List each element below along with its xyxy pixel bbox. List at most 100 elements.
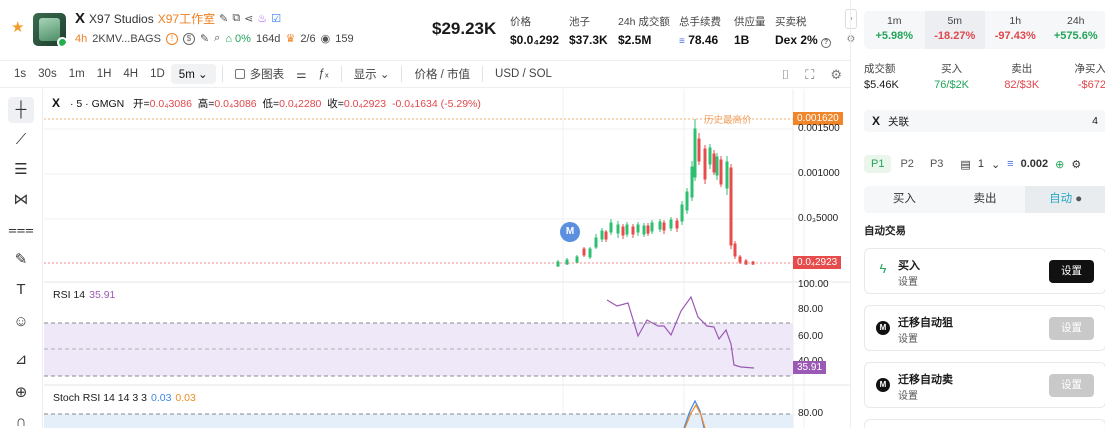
auto-trade-heading: 自动交易: [864, 225, 906, 237]
stat-pool: 池子 $37.3K: [569, 16, 608, 47]
eye-icon: ◉: [320, 33, 331, 45]
chevron-down-icon: ⌄: [379, 69, 390, 81]
ath-label: 历史最高价: [704, 115, 752, 126]
rsi-tick: 100.00: [798, 279, 829, 290]
deposit-icon[interactable]: ⊕: [1055, 158, 1065, 171]
associated-row[interactable]: X 关联 4: [864, 110, 1105, 132]
rsi-tick: 60.00: [798, 331, 824, 342]
balance: 0.002: [1020, 158, 1049, 170]
ruler-icon[interactable]: ⊿: [14, 351, 28, 368]
price-tick: 0.001500: [798, 123, 840, 134]
auto-buy-card: ϟ 买入 设置 设置: [864, 248, 1105, 294]
text-icon[interactable]: T: [16, 281, 26, 298]
edit-icon[interactable]: ✎: [219, 13, 229, 25]
ath-price-tag: 0.001620: [793, 112, 843, 125]
preset-p3[interactable]: P3: [929, 158, 944, 170]
preset-selector: P1 P2 P3 ▤ 1 ⌄ ≡ 0.002 ⊕ ⚙: [864, 153, 1105, 175]
token-address[interactable]: 2KMV...BAGS: [92, 32, 161, 45]
rsi-tick: 80.00: [798, 304, 824, 315]
migration-sell-settings-button[interactable]: 设置: [1049, 374, 1094, 397]
fee-token-icon: ≡: [679, 36, 685, 47]
preset-p1[interactable]: P1: [864, 155, 892, 173]
magnet-icon[interactable]: ∩: [15, 413, 27, 428]
search-icon[interactable]: ⌕: [214, 32, 221, 44]
horizontal-lines-icon[interactable]: ☰: [14, 161, 28, 178]
interval-4h[interactable]: 4H: [123, 68, 139, 80]
preset-settings-icon[interactable]: ⚙: [1071, 158, 1082, 171]
volume-summary: 成交额 $5.46K 买入 76/$2K 卖出 82/$3K 净买入 -$672: [864, 61, 1105, 91]
settings-gear-icon[interactable]: ⚙: [846, 34, 856, 45]
crown-icon: ♛: [285, 33, 296, 45]
migration-icon: M: [875, 318, 891, 335]
display-dropdown[interactable]: 显示 ⌄: [353, 69, 390, 81]
tf-5m[interactable]: 5m -18.27%: [924, 11, 985, 49]
chevron-down-icon: ⌄: [197, 69, 208, 81]
coin-icon: $: [182, 32, 195, 45]
emoji-icon[interactable]: ☺: [13, 313, 29, 330]
tf-1m[interactable]: 1m +5.98%: [875, 15, 914, 42]
help-icon[interactable]: ?: [821, 38, 832, 48]
stoch-tick: 80.00: [798, 408, 824, 419]
lightning-icon: ϟ: [879, 261, 887, 276]
ohlc-legend: X · 5 · GMGN 开=0.0₄3086 高=0.0₄3086 低=0.0₄…: [52, 96, 481, 110]
candles-group: [556, 119, 755, 267]
price-mcap-toggle[interactable]: 价格 / 市值: [414, 69, 471, 81]
indicators-icon[interactable]: ⚌: [296, 69, 307, 81]
crosshair-icon[interactable]: ┼: [8, 97, 34, 123]
pattern-icon[interactable]: ⋈: [13, 191, 29, 208]
tab-buy[interactable]: 买入: [892, 193, 916, 205]
edit-square-icon[interactable]: ✎: [199, 33, 210, 45]
token-symbol: X: [75, 10, 86, 27]
camera-icon[interactable]: ⌷: [781, 67, 790, 82]
trend-line-icon[interactable]: ⟋: [15, 131, 27, 148]
token-avatar: [33, 13, 66, 46]
fib-icon[interactable]: ⩶: [8, 221, 34, 238]
fullscreen-icon[interactable]: ⛶: [805, 67, 815, 82]
tf-1h[interactable]: 1h -97.43%: [994, 15, 1036, 42]
stat-supply: 供应量 1B: [734, 16, 766, 47]
trade-panel: 1m +5.98% 5m -18.27% 1h -97.43% 24h +575.6% …: [850, 0, 1105, 428]
interval-30s[interactable]: 30s: [38, 68, 57, 80]
stat-24h-volume: 24h 成交额 $2.5M: [618, 16, 670, 47]
x-logo-icon: X: [872, 113, 881, 128]
chart-toolbar: 1s 30s 1m 1H 4H 1D 5m ⌄ 多图表 ⚌ ƒₓ 显示 ⌄ 价格…: [0, 60, 850, 88]
days-value: 164d: [255, 32, 281, 45]
share-icon[interactable]: ⋖: [244, 13, 254, 25]
top-ratio: 2/6: [300, 32, 316, 45]
wallet-count: 1: [977, 158, 984, 170]
currency-toggle[interactable]: USD / SOL: [495, 68, 552, 80]
auto-buy-settings-button[interactable]: 设置: [1049, 260, 1094, 283]
interval-1h[interactable]: 1H: [96, 68, 112, 80]
market-cap: $29.23K: [432, 19, 497, 38]
stat-price: 价格 $0.0₄292: [510, 16, 560, 47]
migration-icon: M: [875, 375, 891, 392]
home-icon: ⌂: [225, 32, 232, 45]
migration-snipe-settings-button[interactable]: 设置: [1049, 317, 1094, 340]
price-chart[interactable]: X · 5 · GMGN 开=0.0₄3086 高=0.0₄3086 低=0.0₄…: [44, 89, 850, 428]
tab-auto[interactable]: 自动 ●: [1025, 186, 1105, 213]
copy-icon[interactable]: ⧉: [232, 12, 241, 24]
preset-p2[interactable]: P2: [900, 158, 914, 170]
migration-marker[interactable]: M: [560, 222, 580, 242]
interval-1m[interactable]: 1m: [68, 68, 85, 80]
next-card: [864, 419, 1105, 428]
rsi-legend: RSI 14 35.91: [53, 289, 116, 301]
associated-count: 4: [1092, 115, 1098, 127]
tf-24h[interactable]: 24h +575.6%: [1053, 15, 1098, 42]
vol-sell: 卖出 82/$3K: [1004, 63, 1040, 91]
favorite-star-icon[interactable]: ★: [11, 19, 25, 36]
tab-sell[interactable]: 卖出: [973, 193, 997, 205]
interval-1d[interactable]: 1D: [150, 68, 165, 80]
stat-total-fees: 总手续费 ≡ 78.46: [679, 16, 721, 47]
current-price-tag: 0.0₄2923: [793, 256, 842, 269]
chart-settings-icon[interactable]: ⚙: [830, 67, 842, 82]
collapse-panel-chevron-icon[interactable]: ›: [845, 9, 857, 29]
interval-dropdown[interactable]: 5m ⌄: [170, 64, 216, 84]
brush-icon[interactable]: ✎: [14, 251, 28, 268]
zoom-in-icon[interactable]: ⊕: [14, 384, 28, 401]
wallet-chevron-icon[interactable]: ⌄: [990, 158, 1001, 171]
formula-icon[interactable]: ƒₓ: [318, 68, 329, 80]
interval-1s[interactable]: 1s: [14, 68, 27, 80]
multi-chart-toggle[interactable]: 多图表: [229, 66, 291, 82]
chart-canvas: [44, 89, 850, 428]
